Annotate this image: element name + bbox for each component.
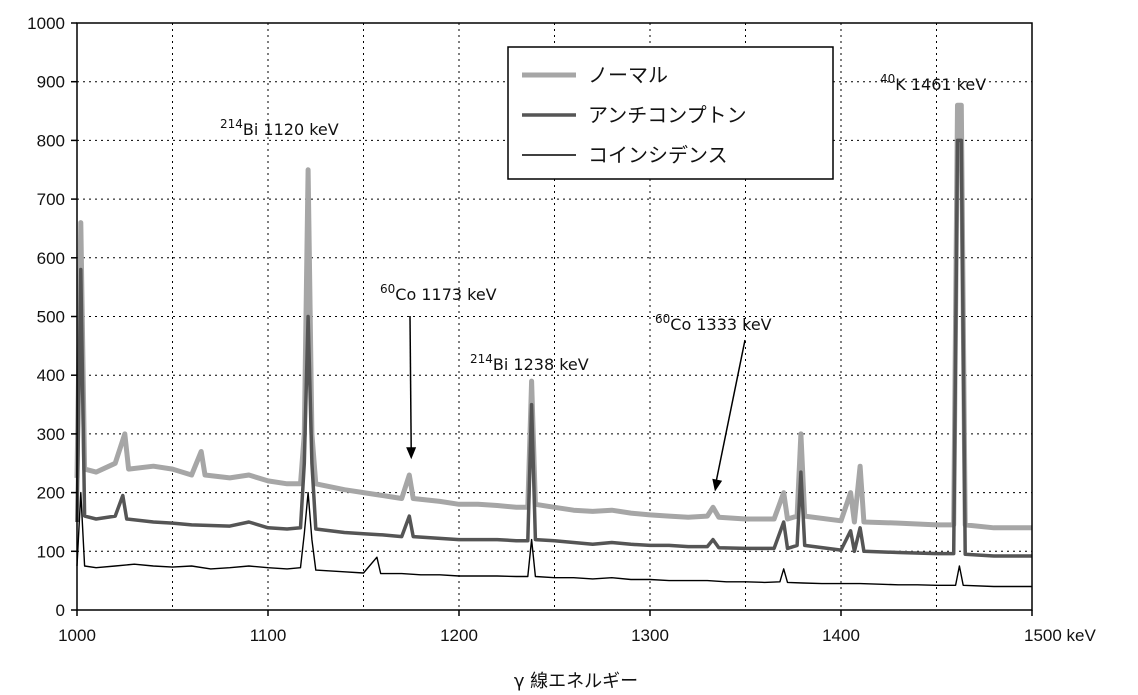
axes [71,22,1033,616]
x-axis-label: γ 線エネルギー [514,671,638,692]
legend-label-0: ノーマル [588,63,668,87]
x-tick-label: 1000 [58,626,96,645]
y-tick-label: 900 [37,73,65,92]
y-tick-label: 400 [37,366,65,385]
y-tick-label: 500 [37,308,65,327]
annotation-arrow [409,315,412,456]
series-lines [74,102,1032,588]
y-tick-label: 700 [37,190,65,209]
y-tick-label: 0 [56,601,65,620]
annotation-arrow [714,339,746,488]
legend-box [507,46,834,180]
y-tick-label: 100 [37,542,65,561]
series-line-1 [75,138,1032,558]
peak-annotations: 214Bi 1120 keV 60Co 1173 keV 214Bi 1238 ke… [220,72,986,492]
peak-label: 60Co 1333 keV [655,312,772,334]
legend-label-1: アンチコンプトン [588,103,747,127]
x-tick-label: 1200 [440,626,478,645]
y-tick-label: 200 [37,484,65,503]
x-tick-label: 1500 keV [1024,626,1096,645]
legend-label-2: コインシデンス [588,143,728,167]
annotation-arrowhead [406,447,417,460]
x-tick-label: 1400 [822,626,860,645]
y-tick-label: 1000 [27,14,65,33]
y-tick-label: 300 [37,425,65,444]
peak-label: 214Bi 1120 keV [220,117,339,139]
y-tick-label: 600 [37,249,65,268]
x-tick-label: 1300 [631,626,669,645]
x-tick-labels: 1000 1100 1200 1300 1400 1500 keV [58,626,1096,645]
peak-label: 40K 1461 keV [880,72,986,94]
x-tick-label: 1100 [250,626,287,645]
y-tick-label: 800 [37,131,65,150]
y-tick-labels: 0 100 200 300 400 500 600 700 800 900 1000 [27,14,65,620]
annotation-arrowhead [712,478,723,492]
peak-label: 60Co 1173 keV [380,282,497,304]
series-line-2 [76,491,1032,588]
peak-label: 214Bi 1238 keV [470,352,589,374]
